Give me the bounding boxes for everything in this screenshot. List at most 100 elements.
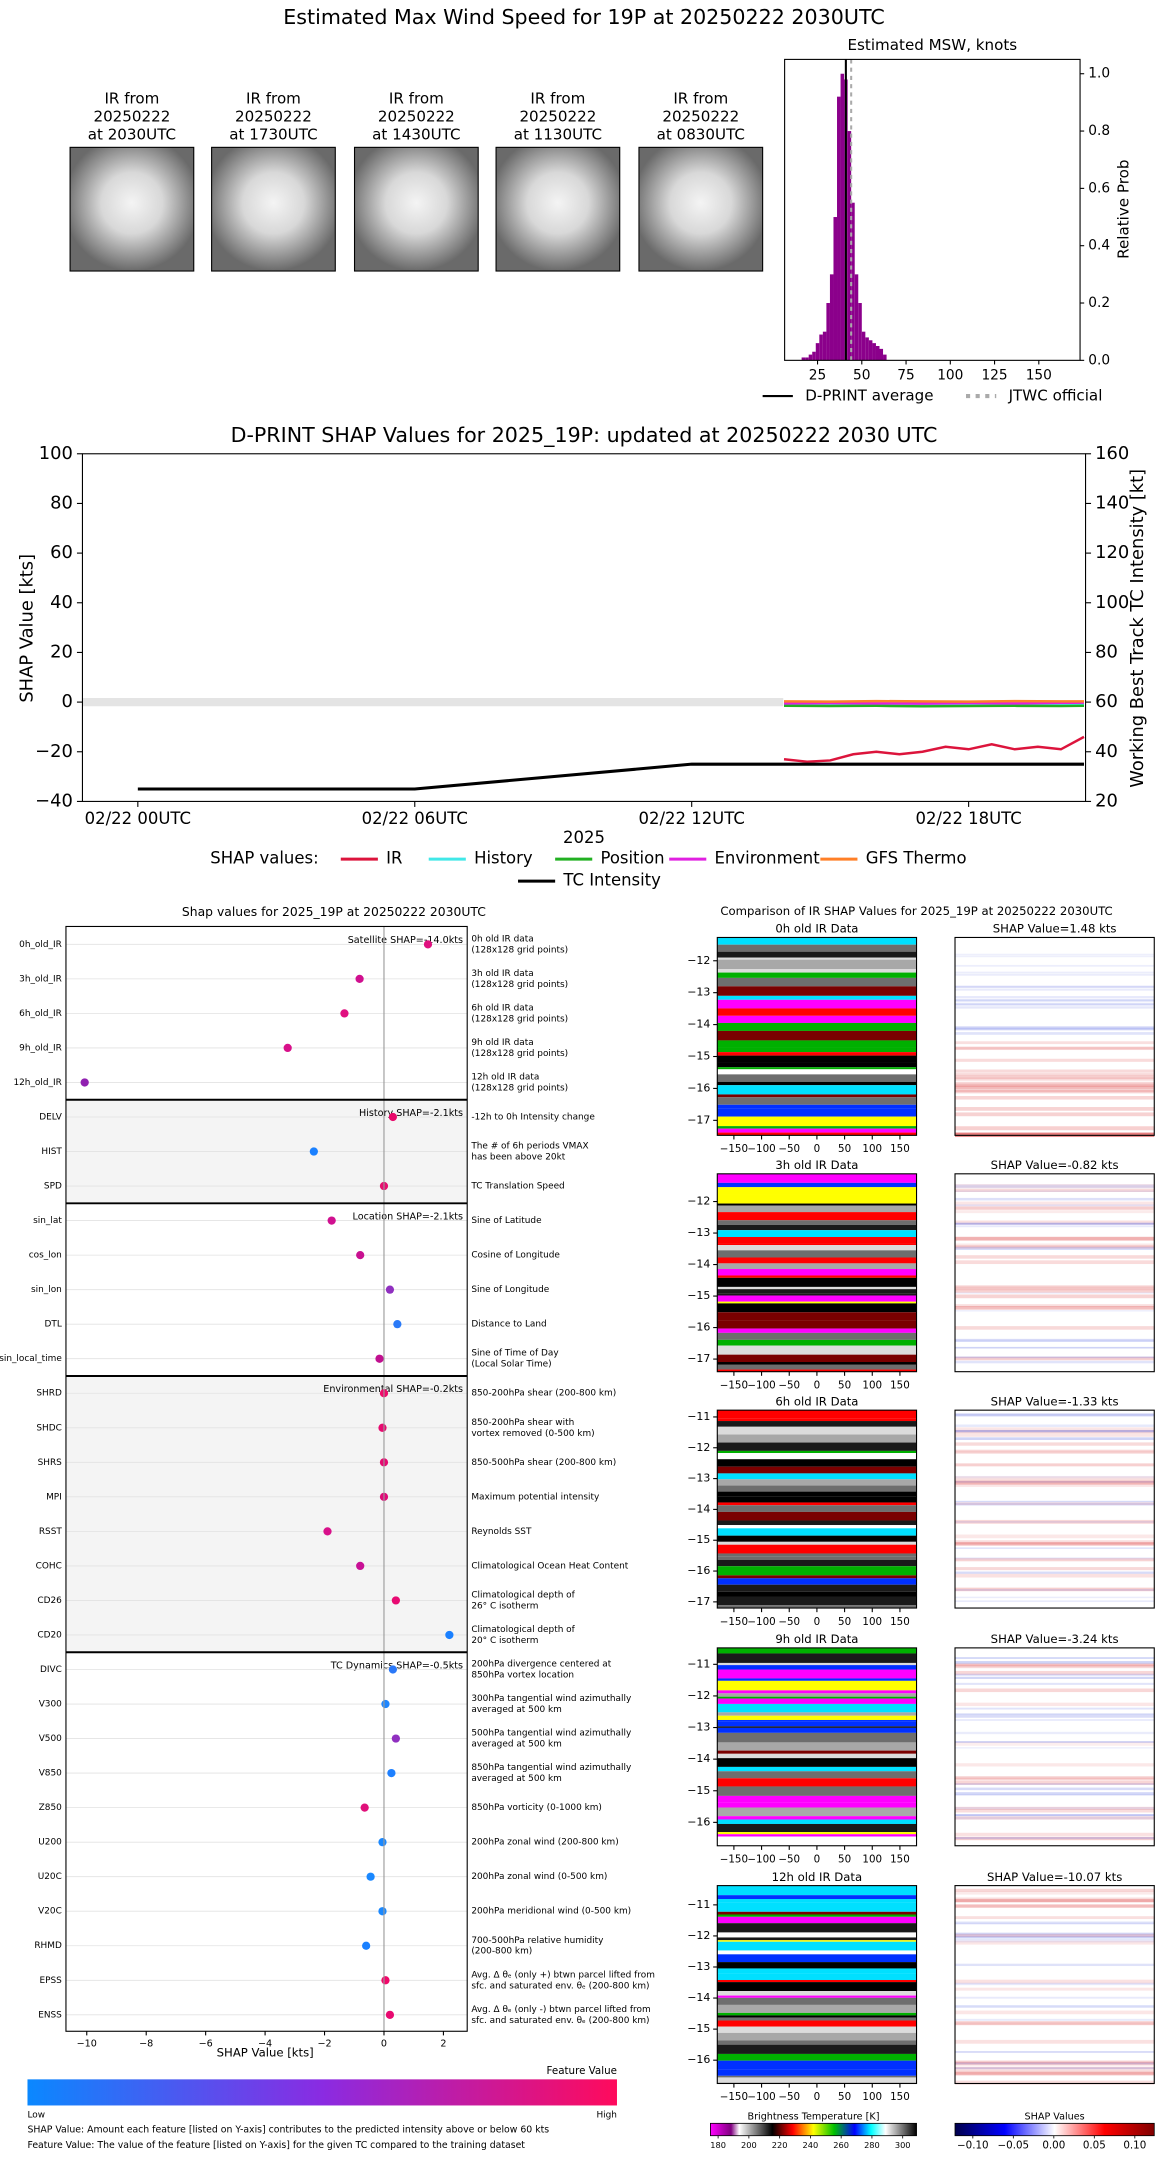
colorbar-tick-label: 280	[864, 2140, 880, 2150]
shap-dot	[388, 1112, 398, 1122]
ir-stripe	[717, 1973, 917, 1980]
y2-tick-label: 20	[1095, 790, 1118, 811]
x-tick-label: −150	[720, 1379, 748, 1391]
feature-name: V20C	[38, 1907, 62, 1917]
ir-stripe	[717, 1778, 917, 1787]
ir-stripe	[717, 1502, 917, 1506]
feature-description: 300hPa tangential wind azimuthally	[471, 1694, 632, 1704]
shap-stripe	[955, 1413, 1155, 1417]
shap-stripe	[955, 1287, 1155, 1291]
ir-stripe	[717, 1479, 917, 1486]
shap-stripe	[955, 2060, 1155, 2064]
shap-dot	[393, 1320, 402, 1329]
ir-stripe	[717, 969, 917, 973]
shap-stripe	[955, 1896, 1155, 1901]
hist-bar	[861, 331, 866, 361]
shap-stripe	[955, 1521, 1155, 1523]
shap-stripe	[955, 1289, 1155, 1293]
feature-name: U200	[38, 1838, 62, 1848]
y-tick-label: −16	[687, 1321, 710, 1334]
shap-stripe	[955, 1904, 1155, 1908]
shap-stripe	[955, 1006, 1155, 1009]
x-tick-label: 150	[890, 2091, 910, 2103]
shap-stripe	[955, 1777, 1155, 1781]
shap-stripe	[955, 1197, 1155, 1201]
x-tick-label: 50	[838, 1616, 851, 1628]
shap-stripe	[955, 1806, 1155, 1810]
legend-title: SHAP values:	[210, 849, 318, 868]
dot-title: Shap values for 2025_19P at 20250222 203…	[182, 905, 486, 919]
shap-stripe	[955, 1940, 1155, 1945]
series-line	[137, 762, 1085, 791]
shap-stripe	[955, 953, 1155, 956]
legend-label: TC Intensity	[562, 871, 661, 890]
feature-name: V300	[39, 1700, 62, 1710]
shap-stripe	[955, 1126, 1155, 1131]
shap-stripe	[955, 1413, 1155, 1415]
y2-tick-label: 160	[1095, 443, 1129, 464]
shap-stripe	[955, 1002, 1155, 1006]
shap-stripe	[955, 1807, 1155, 1810]
colorbar-title: Feature Value	[547, 2065, 617, 2077]
shap-stripe	[955, 1996, 1155, 1999]
line-title: D-PRINT SHAP Values for 2025_19P: update…	[231, 423, 938, 448]
x-tick-label: 100	[862, 1853, 882, 1865]
shap-dot	[309, 1147, 318, 1156]
thumbnail-label: IR from	[530, 90, 585, 108]
shap-stripe	[955, 1306, 1155, 1310]
hist-bar	[872, 343, 876, 361]
feature-description: 850hPa vortex location	[471, 1670, 574, 1680]
shap-stripe	[955, 1483, 1155, 1487]
feature-description: 500hPa tangential wind azimuthally	[471, 1729, 632, 1739]
shap-stripe	[955, 1476, 1155, 1480]
ir-stripe	[717, 1669, 917, 1679]
shap-stripe	[955, 1600, 1155, 1603]
colorbar	[710, 2122, 917, 2137]
feature-name: SHDC	[36, 1423, 61, 1433]
ir-stripe	[717, 2015, 917, 2018]
shap-stripe	[955, 1741, 1155, 1746]
colorbar-tick-label: 0.10	[1123, 2139, 1146, 2151]
feature-description: 850hPa vorticity (0-1000 km)	[471, 1803, 602, 1813]
ir-stripe	[717, 1022, 917, 1031]
colorbar-tick-label: −0.10	[957, 2139, 989, 2151]
y-tick-label: −14	[687, 1502, 710, 1515]
ir-stripe	[717, 1243, 917, 1246]
shap-dot	[362, 1941, 371, 1950]
ir-stripe	[717, 1690, 917, 1694]
shap-stripe	[955, 1922, 1155, 1925]
ir-stripe	[717, 1962, 917, 1969]
ir-stripe	[717, 1008, 917, 1016]
shap-stripe	[955, 1346, 1155, 1349]
ir-stripe	[717, 2026, 917, 2033]
shap-dot	[356, 1250, 365, 1260]
x-tick-label: 50	[838, 1143, 851, 1155]
ir-stripe	[717, 1067, 917, 1070]
ir-stripe	[717, 1182, 917, 1188]
shap-dot	[327, 1216, 336, 1225]
shap-stripe	[955, 1204, 1155, 1207]
shap-stripe	[955, 1220, 1155, 1225]
ir-stripe	[717, 1062, 917, 1068]
ir-stripe	[717, 1726, 917, 1728]
shap-stripe	[955, 1450, 1155, 1454]
y-tick-label: −12	[687, 1689, 710, 1702]
y-tick-label: −14	[687, 1018, 710, 1031]
ir-stripe	[717, 1982, 917, 1992]
shap-stripe	[955, 1041, 1155, 1045]
feature-name: SPD	[44, 1182, 62, 1192]
ir-stripe	[717, 1459, 917, 1467]
y-tick-label: 80	[50, 492, 73, 513]
shap-stripe	[955, 1304, 1155, 1308]
shap-stripe	[955, 1904, 1155, 1908]
shap-stripe	[955, 1547, 1155, 1549]
hist-bar	[854, 274, 859, 361]
shap-stripe	[955, 1058, 1155, 1062]
shap-stripe	[955, 1747, 1155, 1749]
x-tick-label: 100	[862, 1379, 882, 1391]
ir-stripe	[717, 1245, 917, 1251]
footnote: SHAP Value: Amount each feature [listed …	[27, 2125, 549, 2136]
y-tick-label: −16	[687, 1815, 710, 1828]
ir-stripe	[717, 1575, 917, 1579]
x-tick-label: −100	[747, 1616, 775, 1628]
